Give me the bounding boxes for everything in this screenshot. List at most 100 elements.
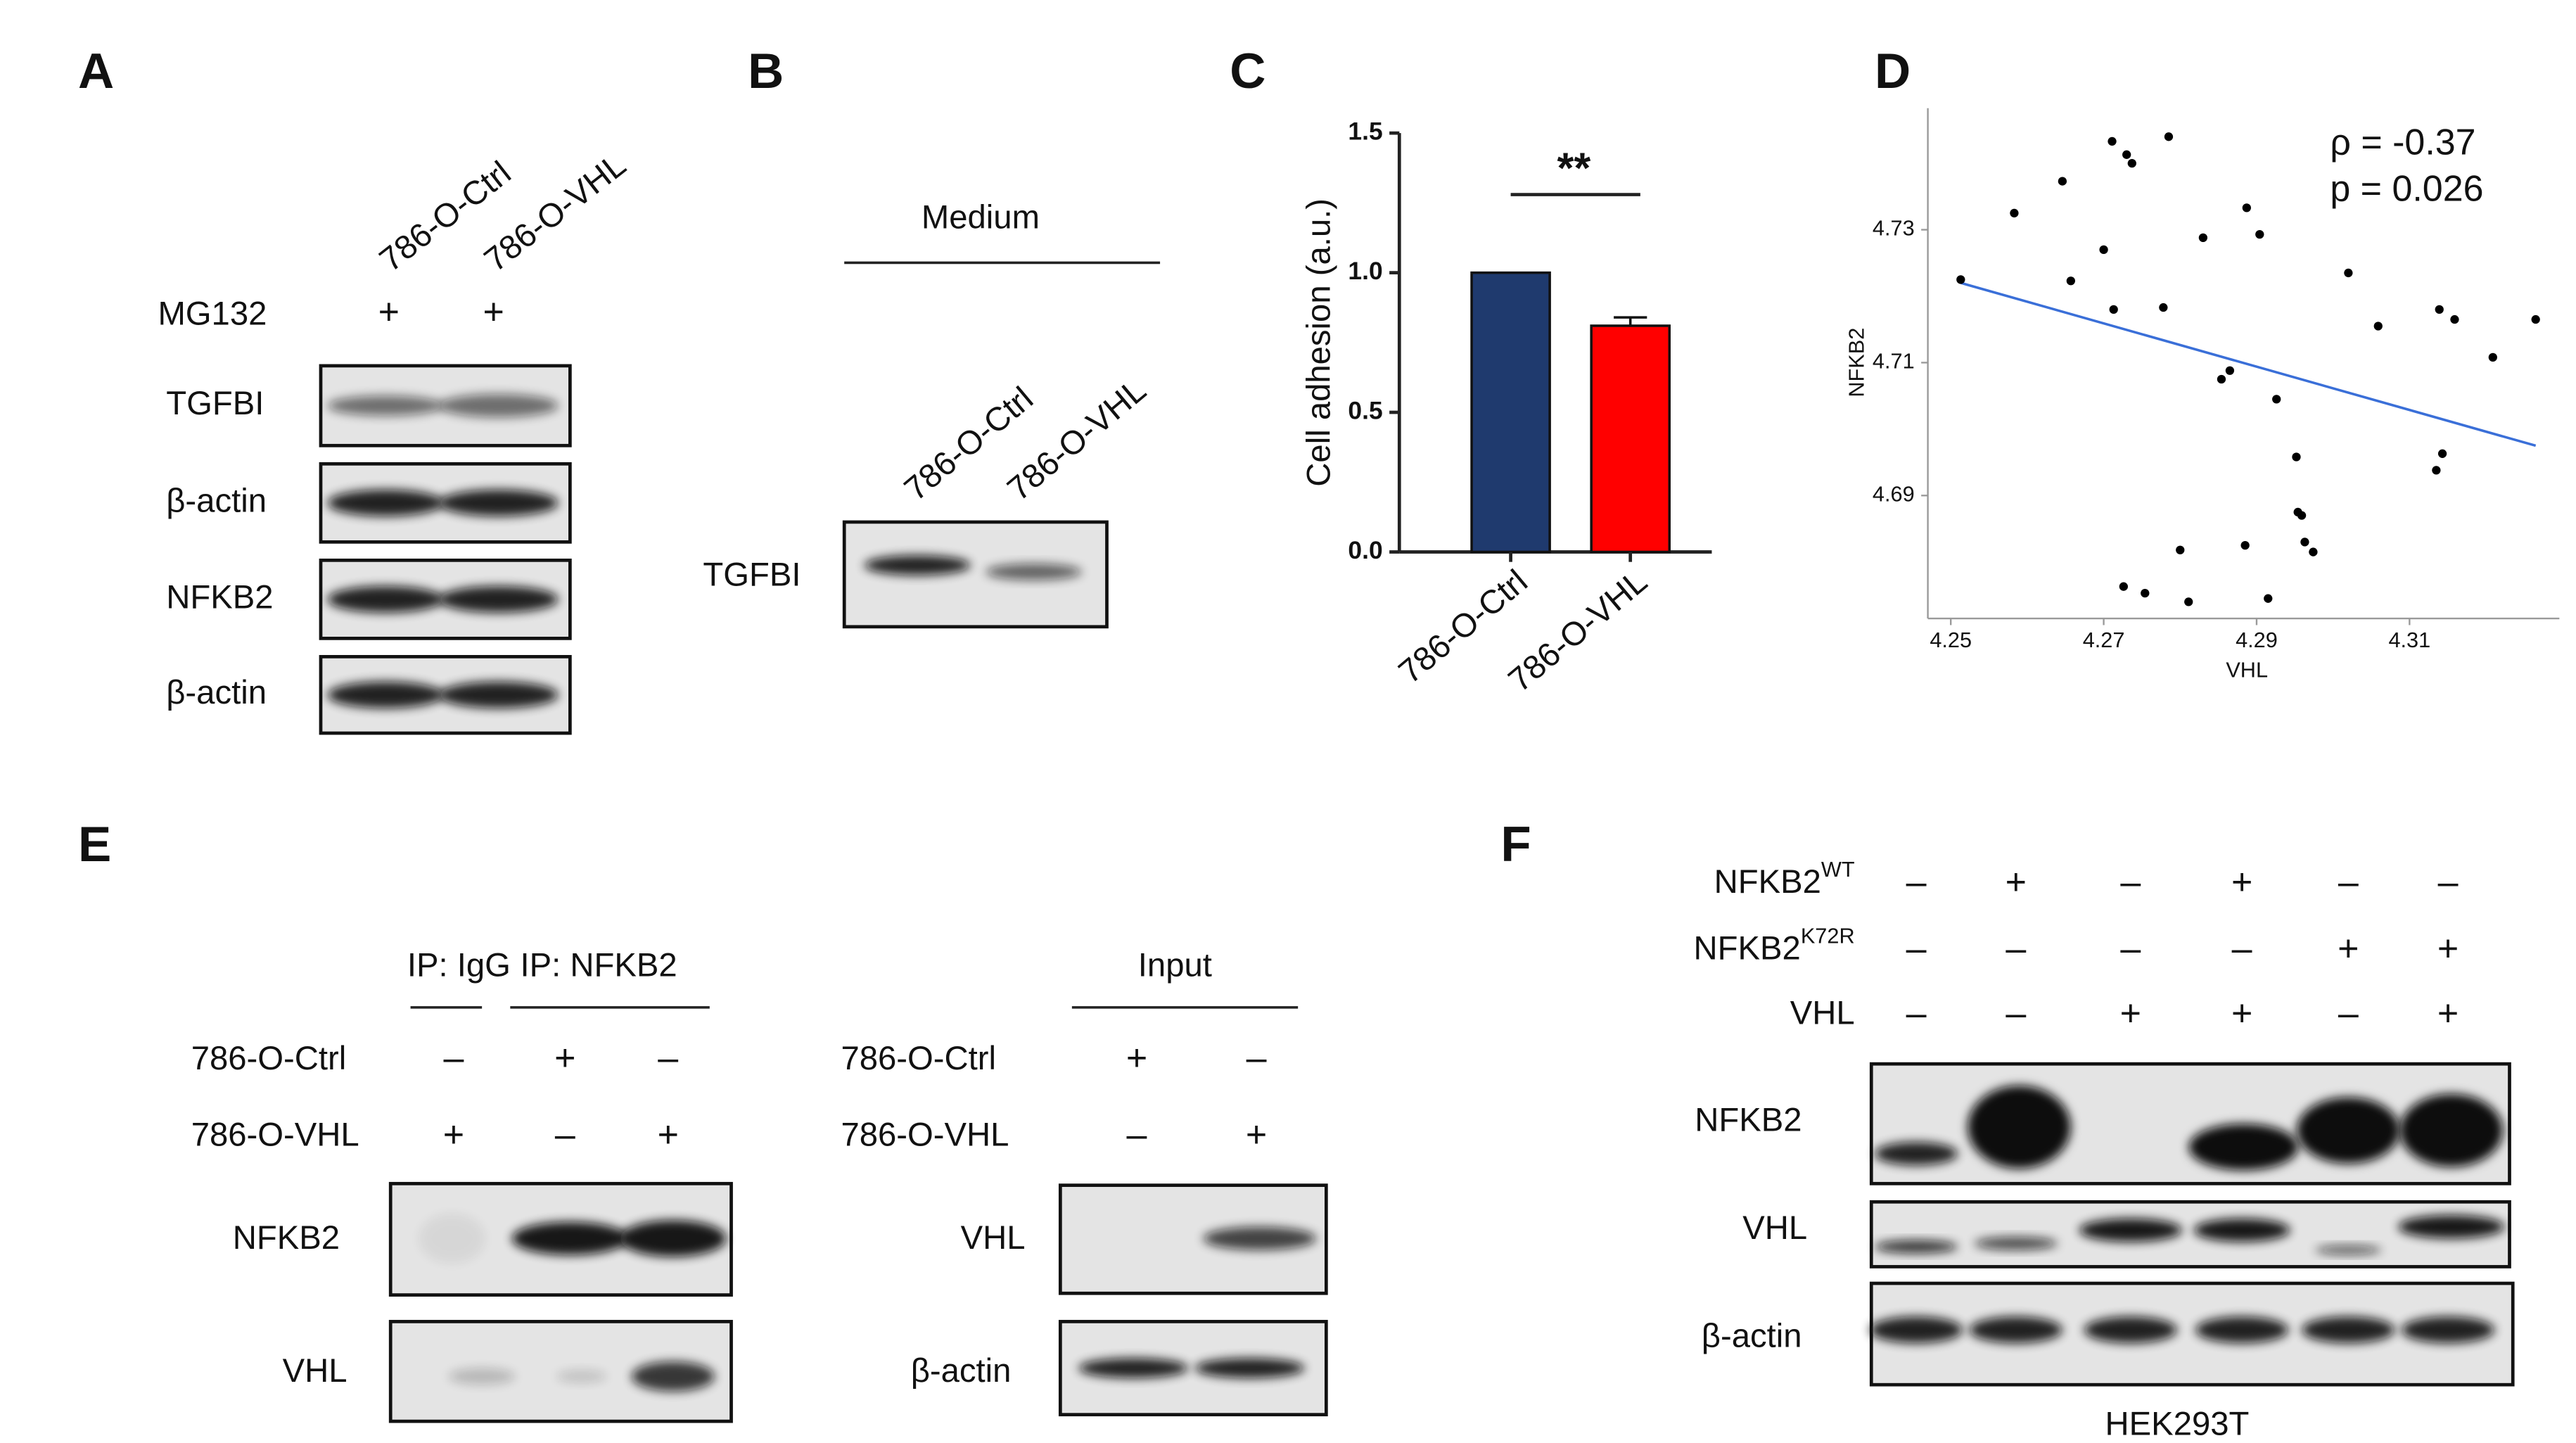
panel-label: F	[1500, 817, 1531, 872]
blot-label: VHL	[961, 1219, 1026, 1257]
band	[2315, 1245, 2382, 1255]
band	[327, 585, 444, 613]
significance: **	[1557, 144, 1590, 193]
band	[1968, 1085, 2071, 1169]
point	[2225, 366, 2235, 375]
band	[631, 1361, 715, 1392]
point	[2066, 276, 2075, 286]
blot-label: NFKB2	[233, 1219, 340, 1257]
row-name: NFKB2	[1714, 864, 1821, 901]
row-mark: +	[443, 1114, 464, 1155]
row-mark: –	[2438, 862, 2459, 903]
bar	[1590, 324, 1671, 554]
blot-label: β-actin	[166, 482, 267, 519]
y-axis-label: NFKB2	[1844, 328, 1868, 398]
band	[2302, 1316, 2395, 1344]
blot-label: TGFBI	[703, 556, 801, 593]
point	[2450, 314, 2459, 324]
point	[2297, 511, 2307, 520]
error-bar	[1614, 316, 1647, 326]
point	[2159, 303, 2168, 312]
row-mark: –	[2232, 928, 2252, 969]
band	[438, 681, 559, 708]
panel-label: D	[1875, 44, 1911, 99]
band	[327, 489, 444, 516]
row-label: 786-O-Ctrl	[841, 1040, 996, 1077]
point	[2010, 208, 2019, 218]
point	[2373, 322, 2383, 331]
treatment-mark: +	[483, 291, 504, 332]
point	[2164, 132, 2174, 141]
band	[1874, 1240, 1958, 1254]
treatment-label: MG132	[158, 295, 267, 333]
row-label: 786-O-VHL	[191, 1117, 359, 1154]
point	[2292, 452, 2301, 462]
band	[1194, 1358, 1305, 1378]
band	[2084, 1316, 2177, 1344]
row-mark: –	[1127, 1114, 1147, 1155]
point	[2099, 245, 2108, 255]
point	[2435, 305, 2444, 314]
row-mark: +	[658, 1114, 679, 1155]
band	[620, 1220, 727, 1257]
row-label: 786-O-VHL	[841, 1117, 1009, 1154]
band	[438, 489, 559, 516]
band	[438, 585, 559, 613]
panel-label: C	[1230, 44, 1265, 99]
point	[2217, 374, 2226, 384]
point	[2531, 314, 2540, 324]
point	[2122, 150, 2131, 159]
row-mark: +	[1246, 1114, 1267, 1155]
blot-label: β-actin	[911, 1352, 1012, 1390]
row-mark: +	[554, 1038, 575, 1079]
y-tick-label: 0.5	[1348, 396, 1382, 424]
point	[2272, 395, 2281, 404]
row-label: NFKB2K72R	[1694, 924, 1855, 967]
x-tick-label: 4.25	[1930, 628, 1972, 652]
y-tick-label: 1.5	[1348, 117, 1382, 146]
fit-line	[1960, 281, 2537, 447]
row-mark: +	[2437, 993, 2459, 1034]
band	[2399, 1093, 2504, 1167]
blot-label: TGFBI	[166, 385, 264, 422]
band	[2398, 1215, 2505, 1239]
row-mark: +	[2120, 993, 2141, 1034]
band	[327, 395, 444, 416]
x-tick-label: 4.29	[2236, 628, 2278, 652]
row-label: VHL	[1790, 995, 1855, 1032]
point	[2300, 538, 2309, 547]
row-mark: +	[2231, 862, 2252, 903]
row-mark: –	[2338, 993, 2359, 1034]
treatment-mark: +	[378, 291, 400, 332]
blot-label: β-actin	[1702, 1318, 1802, 1355]
point	[2255, 230, 2264, 239]
y-tick-label: 4.73	[1873, 216, 1915, 241]
point	[1956, 275, 1965, 284]
row-mark: –	[2006, 993, 2026, 1034]
row-mark: –	[2120, 928, 2141, 969]
header: Input	[1138, 947, 1212, 984]
row-mark: –	[1906, 993, 1927, 1034]
row-mark: –	[1906, 928, 1927, 969]
point	[2309, 547, 2318, 557]
blot-label: VHL	[1742, 1209, 1807, 1247]
band	[1203, 1226, 1317, 1250]
blot-label: β-actin	[166, 674, 267, 711]
row-name: NFKB2	[1694, 930, 1801, 967]
row-mark: –	[444, 1038, 464, 1079]
band	[2193, 1218, 2290, 1242]
row-superscript: K72R	[1801, 924, 1855, 948]
blot	[1869, 1200, 2511, 1269]
header: Medium	[922, 198, 1040, 236]
point	[2184, 597, 2193, 606]
band	[1874, 1142, 1958, 1166]
row-mark: +	[2437, 928, 2459, 969]
band	[2401, 1316, 2495, 1344]
point	[2344, 268, 2353, 278]
y-axis-label: Cell adhesion (a.u.)	[1301, 198, 1338, 487]
x-tick-label: 4.27	[2083, 628, 2125, 652]
band	[2195, 1316, 2289, 1344]
row-mark: –	[1246, 1038, 1267, 1079]
point	[2176, 545, 2185, 554]
row-name: VHL	[1790, 995, 1855, 1032]
